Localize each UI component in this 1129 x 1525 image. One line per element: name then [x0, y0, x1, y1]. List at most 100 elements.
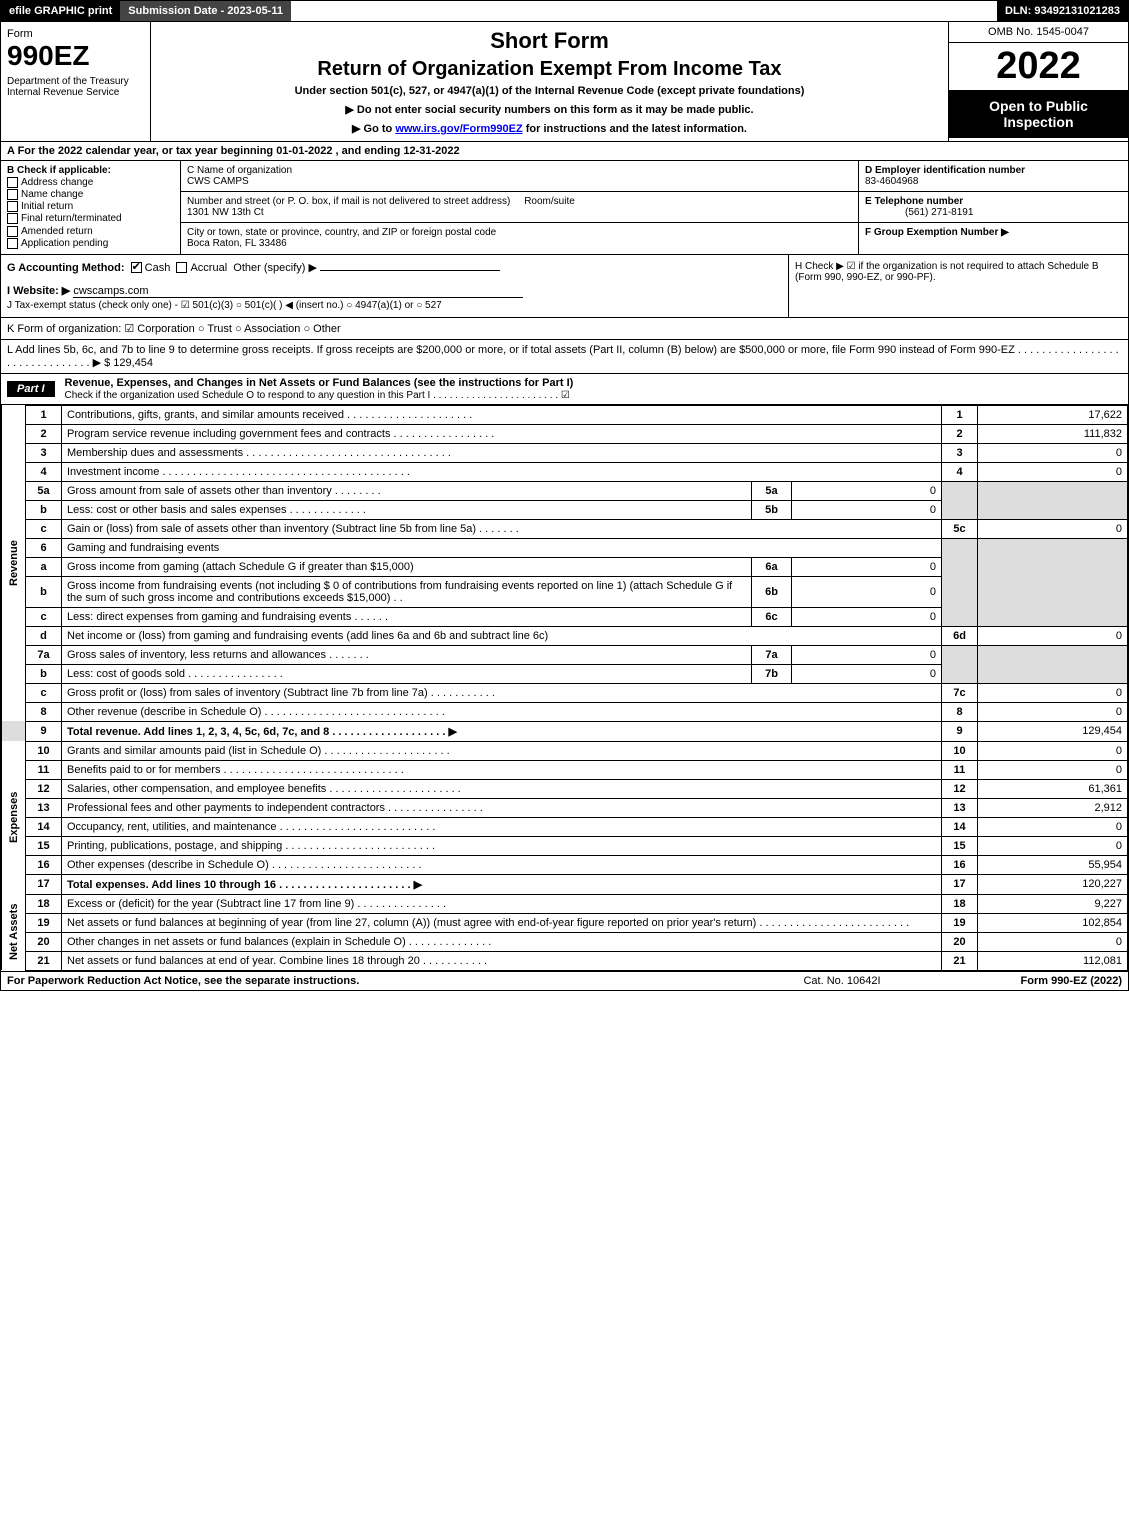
chk-application-pending[interactable]: Application pending — [7, 238, 174, 249]
ssn-warning: ▶ Do not enter social security numbers o… — [161, 103, 938, 116]
irs-link[interactable]: www.irs.gov/Form990EZ — [395, 123, 522, 135]
chk-cash[interactable] — [131, 262, 142, 273]
line-11: 11 Benefits paid to or for members . . .… — [2, 760, 1128, 779]
l6c-no: c — [26, 607, 62, 626]
chk-accrual[interactable] — [176, 262, 187, 273]
l16-desc: Other expenses (describe in Schedule O) … — [62, 855, 942, 874]
goto-post: for instructions and the latest informat… — [523, 123, 747, 135]
l5b-sub: 5b — [752, 500, 792, 519]
l6c-desc: Less: direct expenses from gaming and fu… — [62, 607, 752, 626]
group-exemption-label: F Group Exemption Number ▶ — [865, 227, 1009, 238]
l5a-sub: 5a — [752, 481, 792, 500]
l8-r: 8 — [942, 702, 978, 721]
l4-r: 4 — [942, 462, 978, 481]
l15-r: 15 — [942, 836, 978, 855]
room-label: Room/suite — [524, 196, 575, 207]
street-label: Number and street (or P. O. box, if mail… — [187, 196, 510, 207]
accrual-label: Accrual — [190, 262, 227, 274]
l5b-subamt: 0 — [792, 500, 942, 519]
l16-r: 16 — [942, 855, 978, 874]
l10-desc: Grants and similar amounts paid (list in… — [62, 741, 942, 760]
side-revenue: Revenue — [2, 405, 26, 721]
org-name-label: C Name of organization — [187, 165, 292, 176]
org-name: CWS CAMPS — [187, 176, 249, 187]
row-a-taxyear: A For the 2022 calendar year, or tax yea… — [1, 142, 1128, 161]
line-14: 14 Occupancy, rent, utilities, and maint… — [2, 817, 1128, 836]
chk-name-change-label: Name change — [21, 189, 83, 200]
l5b-no: b — [26, 500, 62, 519]
l2-no: 2 — [26, 424, 62, 443]
l6b-no: b — [26, 576, 62, 607]
l6c-subamt: 0 — [792, 607, 942, 626]
line-12: 12 Salaries, other compensation, and emp… — [2, 779, 1128, 798]
l9-desc: Total revenue. Add lines 1, 2, 3, 4, 5c,… — [67, 726, 457, 738]
l4-no: 4 — [26, 462, 62, 481]
row-k-org-form: K Form of organization: ☑ Corporation ○ … — [1, 318, 1128, 340]
l3-amt: 0 — [978, 443, 1128, 462]
l7ab-grey-amt — [978, 645, 1128, 683]
tax-year: 2022 — [949, 43, 1128, 90]
submission-date: Submission Date - 2023-05-11 — [120, 1, 291, 21]
city-label: City or town, state or province, country… — [187, 227, 496, 238]
l1-r: 1 — [942, 405, 978, 424]
line-3: 3 Membership dues and assessments . . . … — [2, 443, 1128, 462]
l2-amt: 111,832 — [978, 424, 1128, 443]
l6a-sub: 6a — [752, 557, 792, 576]
l17-amt: 120,227 — [978, 874, 1128, 894]
l20-r: 20 — [942, 932, 978, 951]
chk-final-return[interactable]: Final return/terminated — [7, 213, 174, 224]
website-value[interactable]: cwscamps.com — [73, 285, 523, 298]
footer-formno: Form 990-EZ (2022) — [942, 975, 1122, 987]
form-label: Form — [7, 28, 144, 40]
l3-r: 3 — [942, 443, 978, 462]
l19-amt: 102,854 — [978, 913, 1128, 932]
goto-pre: ▶ Go to — [352, 123, 395, 135]
l20-no: 20 — [26, 932, 62, 951]
l7c-desc: Gross profit or (loss) from sales of inv… — [62, 683, 942, 702]
l19-desc: Net assets or fund balances at beginning… — [62, 913, 942, 932]
l7a-no: 7a — [26, 645, 62, 664]
chk-name-change[interactable]: Name change — [7, 189, 174, 200]
main-title: Return of Organization Exempt From Incom… — [161, 58, 938, 81]
l5c-no: c — [26, 519, 62, 538]
other-specify-input[interactable] — [320, 270, 500, 271]
line-9: 9 Total revenue. Add lines 1, 2, 3, 4, 5… — [2, 721, 1128, 741]
side-expenses: Expenses — [2, 741, 26, 894]
l18-no: 18 — [26, 894, 62, 913]
section-bcdef: B Check if applicable: Address change Na… — [1, 161, 1128, 255]
line-7a: 7a Gross sales of inventory, less return… — [2, 645, 1128, 664]
l16-no: 16 — [26, 855, 62, 874]
l12-desc: Salaries, other compensation, and employ… — [62, 779, 942, 798]
phone-cell: E Telephone number (561) 271-8191 — [859, 192, 1128, 223]
chk-amended-return[interactable]: Amended return — [7, 226, 174, 237]
city-cell: City or town, state or province, country… — [181, 223, 858, 253]
l7b-no: b — [26, 664, 62, 683]
line-1: Revenue 1 Contributions, gifts, grants, … — [2, 405, 1128, 424]
line-5c: c Gain or (loss) from sale of assets oth… — [2, 519, 1128, 538]
col-def: D Employer identification number 83-4604… — [858, 161, 1128, 254]
l17-desc: Total expenses. Add lines 10 through 16 … — [67, 879, 422, 891]
efile-print[interactable]: efile GRAPHIC print — [1, 1, 120, 21]
l8-amt: 0 — [978, 702, 1128, 721]
form-header: Form 990EZ Department of the Treasury In… — [1, 22, 1128, 142]
l10-amt: 0 — [978, 741, 1128, 760]
l5b-desc: Less: cost or other basis and sales expe… — [62, 500, 752, 519]
chk-address-change[interactable]: Address change — [7, 177, 174, 188]
l13-r: 13 — [942, 798, 978, 817]
l12-no: 12 — [26, 779, 62, 798]
l20-desc: Other changes in net assets or fund bala… — [62, 932, 942, 951]
l21-desc: Net assets or fund balances at end of ye… — [62, 951, 942, 970]
chk-final-return-label: Final return/terminated — [21, 214, 122, 225]
l7c-no: c — [26, 683, 62, 702]
l8-desc: Other revenue (describe in Schedule O) .… — [62, 702, 942, 721]
l7a-sub: 7a — [752, 645, 792, 664]
col-b-checkboxes: B Check if applicable: Address change Na… — [1, 161, 181, 254]
l1-amt: 17,622 — [978, 405, 1128, 424]
ein-cell: D Employer identification number 83-4604… — [859, 161, 1128, 192]
l13-no: 13 — [26, 798, 62, 817]
l5a-desc: Gross amount from sale of assets other t… — [62, 481, 752, 500]
line-13: 13 Professional fees and other payments … — [2, 798, 1128, 817]
l13-desc: Professional fees and other payments to … — [62, 798, 942, 817]
header-left: Form 990EZ Department of the Treasury In… — [1, 22, 151, 141]
chk-initial-return[interactable]: Initial return — [7, 201, 174, 212]
